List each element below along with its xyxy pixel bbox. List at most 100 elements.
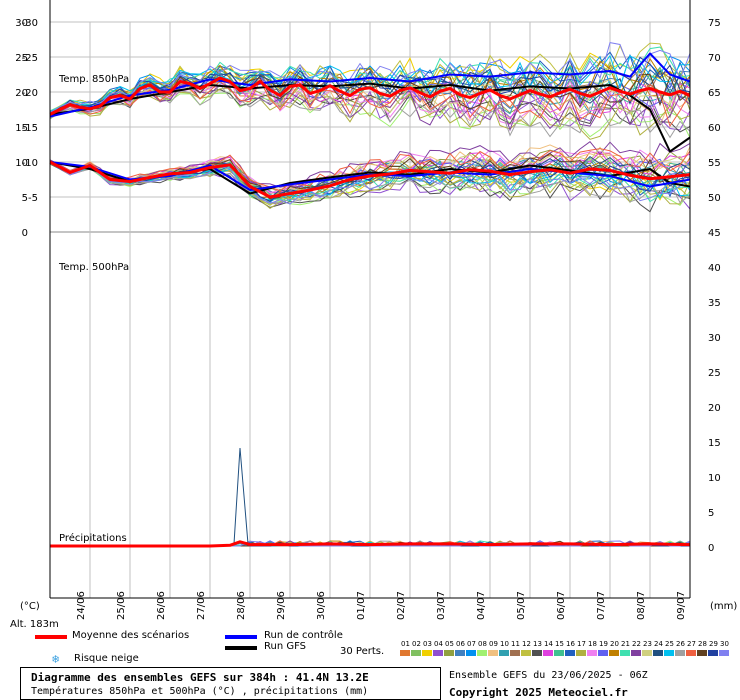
date-tick-label: 07/07 — [596, 591, 607, 620]
tick-label-500: -15 — [22, 123, 38, 134]
member-key-swatch — [433, 650, 443, 656]
member-key-label: 08 — [478, 640, 487, 648]
axes — [49, 0, 691, 599]
member-key-15: 15 — [554, 640, 565, 656]
member-key-swatch — [642, 650, 652, 656]
member-key-swatch — [521, 650, 531, 656]
member-key-swatch — [697, 650, 707, 656]
tick-label-right: 10 — [708, 473, 721, 484]
altitude-label: Alt. 183m — [10, 619, 59, 630]
right-unit-label: (mm) — [710, 601, 737, 612]
member-key-label: 02 — [412, 640, 421, 648]
member-key-label: 23 — [643, 640, 652, 648]
member-key-swatch — [543, 650, 553, 656]
date-tick-label: 29/06 — [276, 591, 287, 620]
date-tick-label: 04/07 — [476, 591, 487, 620]
member-key-swatch — [532, 650, 542, 656]
chart-title: Diagramme des ensembles GEFS sur 384h : … — [31, 671, 369, 684]
tick-labels: 302520151050757065605550-5-10-15-20-25-3… — [10, 18, 737, 630]
member-line-850 — [49, 79, 691, 128]
member-key-02: 02 — [411, 640, 422, 656]
member-key-label: 04 — [434, 640, 443, 648]
member-key-07: 07 — [466, 640, 477, 656]
legend-mean-label: Moyenne des scénarios — [72, 630, 190, 641]
member-key-29: 29 — [708, 640, 719, 656]
member-color-key: 01 02 03 04 05 06 07 08 09 10 11 12 13 14 15 16 17 18 19 20… — [400, 640, 730, 660]
member-key-21: 21 — [620, 640, 631, 656]
member-key-label: 29 — [709, 640, 718, 648]
member-key-swatch — [664, 650, 674, 656]
tick-label-right: 30 — [708, 333, 721, 344]
gefs-ensemble-chart: 302520151050757065605550-5-10-15-20-25-3… — [10, 0, 737, 630]
tick-label-right: 50 — [708, 193, 721, 204]
date-tick-label: 26/06 — [156, 591, 167, 620]
member-key-05: 05 — [444, 640, 455, 656]
member-key-26: 26 — [675, 640, 686, 656]
snowflake-icon: ❄ — [52, 652, 60, 666]
member-key-swatch — [411, 650, 421, 656]
member-key-label: 07 — [467, 640, 476, 648]
tick-label-right: 35 — [708, 298, 721, 309]
tick-label-right: 25 — [708, 368, 721, 379]
member-key-swatch — [488, 650, 498, 656]
mean-line-precip — [50, 540, 691, 548]
member-key-12: 12 — [521, 640, 532, 656]
member-key-swatch — [565, 650, 575, 656]
member-key-label: 01 — [401, 640, 410, 648]
member-key-label: 27 — [687, 640, 696, 648]
mean-line-500 — [49, 160, 691, 199]
member-line-850 — [49, 46, 691, 112]
member-key-25: 25 — [664, 640, 675, 656]
member-line-850 — [49, 51, 691, 115]
tick-label-right: 70 — [708, 53, 721, 64]
member-key-28: 28 — [697, 640, 708, 656]
member-key-swatch — [631, 650, 641, 656]
member-key-14: 14 — [543, 640, 554, 656]
panel-label-850: Temp. 850hPa — [58, 74, 129, 85]
member-key-label: 14 — [544, 640, 553, 648]
member-key-label: 30 — [720, 640, 729, 648]
member-key-swatch — [587, 650, 597, 656]
tick-label-right: 15 — [708, 438, 721, 449]
tick-label-850: 15 — [15, 123, 28, 134]
member-line-500 — [49, 141, 691, 188]
member-key-30: 30 — [719, 640, 730, 656]
legend-control-label: Run de contrôle — [264, 630, 343, 641]
tick-label-850: 30 — [15, 18, 28, 29]
member-key-01: 01 — [400, 640, 411, 656]
member-key-08: 08 — [477, 640, 488, 656]
date-tick-label: 09/07 — [676, 591, 687, 620]
member-key-swatch — [444, 650, 454, 656]
member-line-850 — [49, 84, 691, 133]
member-key-22: 22 — [631, 640, 642, 656]
tick-label-right: 60 — [708, 123, 721, 134]
member-key-swatch — [675, 650, 685, 656]
tick-label-500: -30 — [22, 18, 38, 29]
member-line-850 — [49, 57, 691, 115]
member-key-23: 23 — [642, 640, 653, 656]
legend-mean-swatch — [35, 635, 67, 639]
member-key-label: 15 — [555, 640, 564, 648]
tick-label-850: 10 — [15, 158, 28, 169]
date-tick-label: 08/07 — [636, 591, 647, 620]
run-info: Ensemble GEFS du 23/06/2025 - 06Z — [449, 670, 648, 681]
date-tick-label: 05/07 — [516, 591, 527, 620]
member-key-swatch — [708, 650, 718, 656]
member-key-label: 09 — [489, 640, 498, 648]
date-tick-label: 30/06 — [316, 591, 327, 620]
member-key-swatch — [653, 650, 663, 656]
member-key-swatch — [609, 650, 619, 656]
date-tick-label: 02/07 — [396, 591, 407, 620]
member-key-swatch — [455, 650, 465, 656]
member-key-label: 03 — [423, 640, 432, 648]
member-key-label: 28 — [698, 640, 707, 648]
member-key-label: 12 — [522, 640, 531, 648]
member-line-500 — [49, 148, 691, 192]
member-key-label: 20 — [610, 640, 619, 648]
member-key-swatch — [510, 650, 520, 656]
tick-label-right: 5 — [708, 508, 714, 519]
member-key-03: 03 — [422, 640, 433, 656]
member-key-label: 17 — [577, 640, 586, 648]
tick-label-right: 65 — [708, 88, 721, 99]
tick-label-right: 40 — [708, 263, 721, 274]
